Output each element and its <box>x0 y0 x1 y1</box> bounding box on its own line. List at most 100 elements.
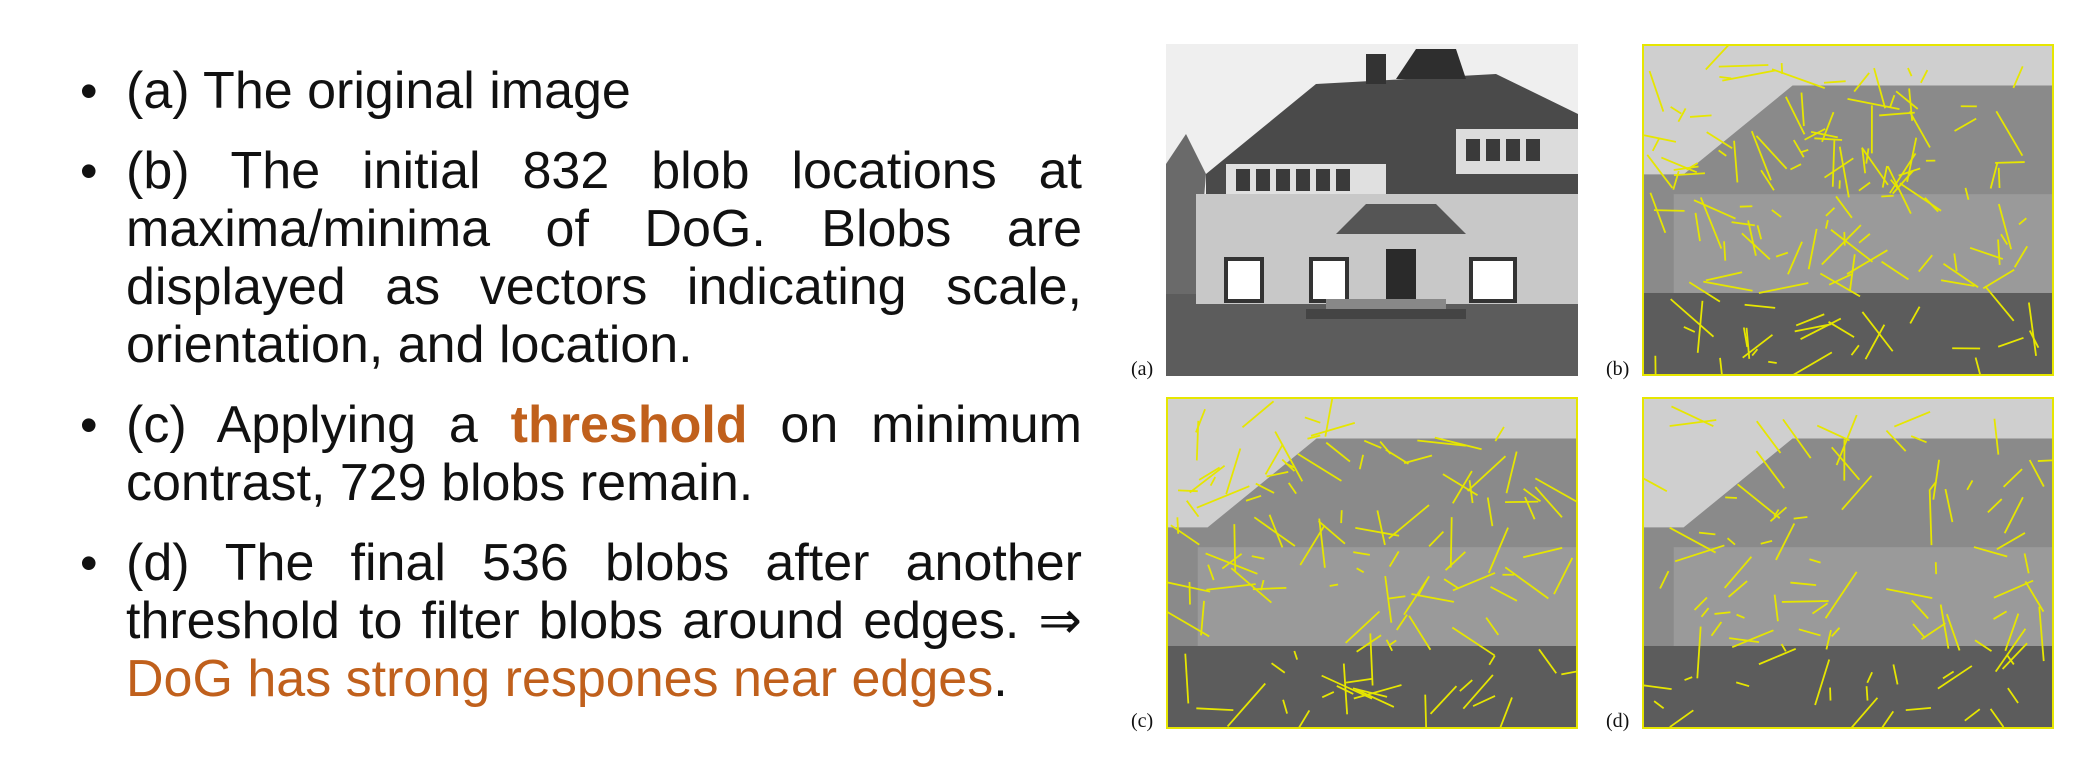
blob-vector <box>1823 80 1846 84</box>
blob-vector <box>1995 161 2025 164</box>
blob-vector <box>1885 429 1907 452</box>
blob-vector <box>1260 579 1265 591</box>
blob-vector <box>1835 195 1853 219</box>
blob-vector <box>1329 583 1339 587</box>
blob-vector <box>1388 595 1406 600</box>
blob-vector <box>1775 523 1796 561</box>
blob-vector <box>1800 317 1842 340</box>
blob-vector <box>1696 300 1704 353</box>
blob-vector <box>1287 482 1297 495</box>
blob-vector <box>1336 685 1354 695</box>
blob-vector <box>1553 557 1574 595</box>
blob-vector <box>1793 516 1808 520</box>
blob-vector-overlay <box>1644 46 2040 374</box>
blob-vector <box>1997 203 2013 250</box>
bullet-c: • (c) Applying a threshold on minimum co… <box>80 396 1082 512</box>
blob-vector <box>1718 149 1727 157</box>
blob-vector <box>1486 497 1494 527</box>
blob-vector <box>1671 405 1714 427</box>
blob-vector <box>1271 662 1286 674</box>
blob-vector <box>1176 517 1180 534</box>
conclusion-highlight: DoG has strong respones near edges <box>126 650 994 708</box>
blob-vector <box>1494 426 1505 442</box>
blob-vector <box>1669 419 1717 427</box>
blob-vector <box>1452 572 1496 592</box>
blob-vector <box>1814 659 1831 706</box>
blob-vector <box>1195 420 1200 461</box>
threshold-highlight: threshold <box>510 396 748 454</box>
blob-vector <box>1670 298 1715 338</box>
blob-vector <box>1304 416 1321 424</box>
blob-vector <box>1318 518 1326 568</box>
blob-vector <box>1811 602 1829 615</box>
blob-vector <box>1918 254 1933 273</box>
blob-vector <box>1644 684 1672 691</box>
blob-vector <box>1298 709 1311 727</box>
blob-vector <box>1969 246 2004 260</box>
blob-vector <box>1385 449 1409 465</box>
blob-vector <box>1928 489 1933 546</box>
blob-vector <box>1973 546 2008 558</box>
blob-vector <box>1756 225 1763 240</box>
blob-vector <box>1686 162 1699 171</box>
blob-vector <box>1825 207 1836 217</box>
blob-vector <box>1750 130 1772 181</box>
blob-vector <box>1245 494 1262 502</box>
blob-vector <box>1996 532 2026 551</box>
blob-vector <box>1673 172 1706 177</box>
blob-vector <box>1780 643 1787 652</box>
blob-vector <box>1889 152 1917 194</box>
blob-vector <box>1233 524 1237 571</box>
blob-vector <box>1644 134 1677 143</box>
blob-vector <box>1775 251 1789 258</box>
blob-vector <box>1342 663 1349 715</box>
blob-vector <box>2028 330 2040 349</box>
blob-vector <box>1710 621 1723 637</box>
blob-vector <box>1384 575 1393 623</box>
blob-vector <box>1731 629 1774 648</box>
blob-vector <box>1221 553 1243 570</box>
blob-vector <box>1196 485 1250 509</box>
blob-vector <box>1408 615 1432 651</box>
blob-vector <box>1993 610 2008 620</box>
bullet-text: (d) The final 536 blobs after another th… <box>126 534 1082 708</box>
blob-vector <box>1843 231 1846 246</box>
blob-vector <box>1345 678 1372 684</box>
blob-vector <box>1831 140 1836 187</box>
blob-vector <box>1984 285 2015 322</box>
blob-vector <box>1226 682 1266 727</box>
blob-vector <box>1428 531 1445 547</box>
blob-vector <box>1835 414 1858 466</box>
bullet-a: • (a) The original image <box>80 62 1082 120</box>
blob-vector <box>1505 451 1518 494</box>
blob-vector <box>1318 520 1346 545</box>
blob-vector <box>1522 547 1563 559</box>
house-illustration <box>1166 44 1578 376</box>
blob-vector <box>1198 466 1221 481</box>
bullet-text-after: on minimum contrast, 729 blobs remain. <box>126 396 1082 512</box>
blob-vector <box>1831 627 1841 637</box>
blob-vector <box>1207 564 1215 581</box>
blob-vector <box>1669 709 1694 727</box>
blob-vector <box>1987 498 2003 514</box>
blob-vector <box>1321 674 1373 700</box>
blob-vector <box>1669 526 1717 554</box>
blob-vector <box>1719 357 1723 374</box>
blob-vector <box>1910 435 1927 444</box>
blob-vector <box>1388 551 1400 567</box>
bullet-list: • (a) The original image • (b) The initi… <box>80 62 1082 730</box>
blob-vector <box>1793 351 1833 374</box>
blob-vector <box>1964 708 1981 722</box>
bullet-b: • (b) The initial 832 blob locations at … <box>80 142 1082 374</box>
blob-vector <box>1723 241 1727 261</box>
blob-vector <box>1953 253 1958 272</box>
blob-vector <box>1866 671 1873 684</box>
blob-vector <box>1737 483 1781 519</box>
blob-vector <box>1997 239 2001 265</box>
blob-vector <box>1937 665 1973 690</box>
blob-vector <box>1443 578 1460 590</box>
blob-vector <box>1307 434 1321 440</box>
blob-vector <box>1785 96 1806 135</box>
blob-vector <box>2013 245 2028 268</box>
blob-vector <box>1649 192 1667 234</box>
